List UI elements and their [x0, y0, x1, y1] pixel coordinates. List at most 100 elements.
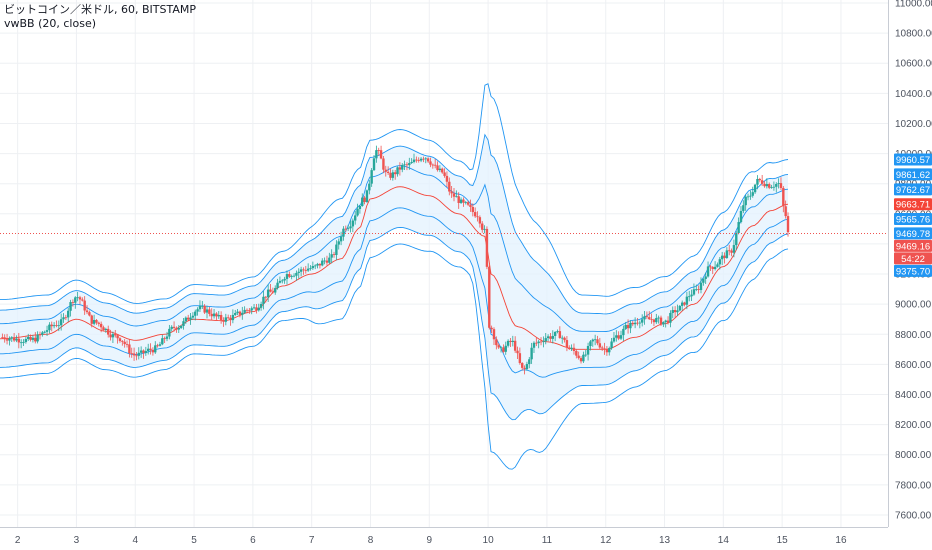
- candle-body: [542, 341, 545, 343]
- price-tick-label: 8400.00: [895, 390, 932, 401]
- price-label-text: 9762.67: [896, 185, 930, 196]
- candle-body: [786, 216, 790, 233]
- candle-body: [288, 274, 291, 277]
- candle-body: [662, 322, 665, 325]
- candle-body: [205, 309, 209, 313]
- time-tick-label: 11: [542, 535, 553, 546]
- candle-body: [36, 334, 39, 342]
- price-tick-label: 8000.00: [895, 450, 932, 461]
- candle-body: [323, 260, 326, 262]
- candle-body: [356, 208, 359, 216]
- candle-body: [636, 322, 639, 324]
- candle-body: [596, 339, 599, 344]
- candle-body: [109, 334, 112, 338]
- price-tick-label: 11000.00: [895, 0, 932, 10]
- candle-body: [123, 341, 126, 345]
- candle-body: [408, 162, 411, 166]
- price-label-box: [894, 212, 932, 225]
- price-tick-label: 8800.00: [895, 330, 932, 341]
- candle-body: [342, 228, 345, 237]
- time-axis[interactable]: 2 3 4 5 6 7 8 9 10 11 12 13 14 15 16: [0, 527, 888, 547]
- candle-body: [502, 347, 505, 352]
- candle-body: [83, 300, 86, 311]
- candle-body: [179, 326, 183, 328]
- candle-body: [337, 241, 340, 245]
- candle-body: [163, 338, 166, 340]
- time-tick-label: 12: [600, 535, 612, 546]
- candle-body: [570, 347, 573, 349]
- candle-body: [723, 255, 726, 259]
- candle-body: [412, 159, 416, 163]
- candle-body: [688, 296, 691, 298]
- price-label-box: [894, 183, 932, 196]
- candle-body: [297, 271, 300, 273]
- candle-body: [328, 257, 331, 263]
- candle-body: [659, 317, 663, 325]
- candle-body: [361, 197, 364, 206]
- candle-body: [257, 307, 260, 311]
- candle-body: [210, 313, 213, 317]
- candle-body: [151, 349, 155, 353]
- candle-body: [111, 334, 115, 338]
- candle-body: [170, 326, 173, 329]
- price-label-text: 9861.62: [896, 170, 930, 181]
- indicator-title[interactable]: vwBB (20, close): [4, 17, 97, 30]
- band-fill: [0, 134, 788, 420]
- candle-body: [203, 305, 206, 313]
- candle-body: [443, 172, 446, 176]
- candle-body: [201, 305, 204, 307]
- candle-body: [104, 328, 108, 330]
- candle-body: [74, 297, 77, 303]
- candle-body: [55, 325, 58, 326]
- candle-body: [760, 180, 764, 184]
- symbol-title[interactable]: ビットコイン／米ドル, 60, BITSTAMP: [4, 3, 196, 16]
- price-tick-label: 10200.00: [895, 119, 932, 130]
- candle-body: [673, 310, 677, 313]
- candle-body: [172, 326, 176, 328]
- candle-body: [208, 309, 211, 314]
- candle-body: [666, 320, 670, 323]
- candle-body: [695, 289, 698, 291]
- candle-body: [241, 312, 244, 315]
- candle-body: [217, 314, 220, 317]
- time-tick-label: 3: [74, 535, 80, 546]
- time-tick-label: 7: [309, 535, 315, 546]
- candle-body: [617, 335, 620, 339]
- candle-body: [586, 346, 590, 355]
- candle-body: [551, 335, 554, 339]
- candle-body: [398, 167, 402, 170]
- candle-body: [271, 291, 275, 293]
- candle-body: [194, 311, 197, 316]
- candle-body: [234, 313, 237, 315]
- candle-body: [238, 311, 242, 315]
- candle-body: [48, 324, 51, 331]
- candle-body: [71, 302, 75, 303]
- candle-body: [226, 317, 230, 319]
- candle-body: [132, 353, 136, 356]
- candle-body: [704, 276, 707, 279]
- candle-body: [196, 309, 199, 312]
- candle-body: [415, 159, 418, 161]
- candle-body: [553, 331, 557, 336]
- candle-body: [655, 318, 658, 323]
- candle-body: [358, 205, 362, 209]
- time-tick-label: 9: [427, 535, 433, 546]
- candle-body: [640, 319, 644, 323]
- candle-body: [38, 334, 42, 336]
- candle-body: [558, 331, 562, 338]
- candle-body: [236, 311, 239, 314]
- candle-body: [459, 199, 463, 203]
- candle-body: [730, 250, 733, 253]
- candle-body: [728, 250, 731, 252]
- candle-body: [76, 297, 79, 299]
- price-label-text: 9565.76: [896, 214, 930, 225]
- candle-body: [751, 192, 754, 196]
- candle-body: [295, 272, 298, 276]
- candle-body: [19, 342, 23, 344]
- candle-body: [50, 324, 53, 327]
- candle-body: [393, 172, 397, 175]
- candle-body: [250, 308, 253, 311]
- price-labels: 9960.57 9861.62 9762.67 9663.71 9565.76 9469.…: [894, 153, 932, 277]
- candle-body: [382, 158, 385, 170]
